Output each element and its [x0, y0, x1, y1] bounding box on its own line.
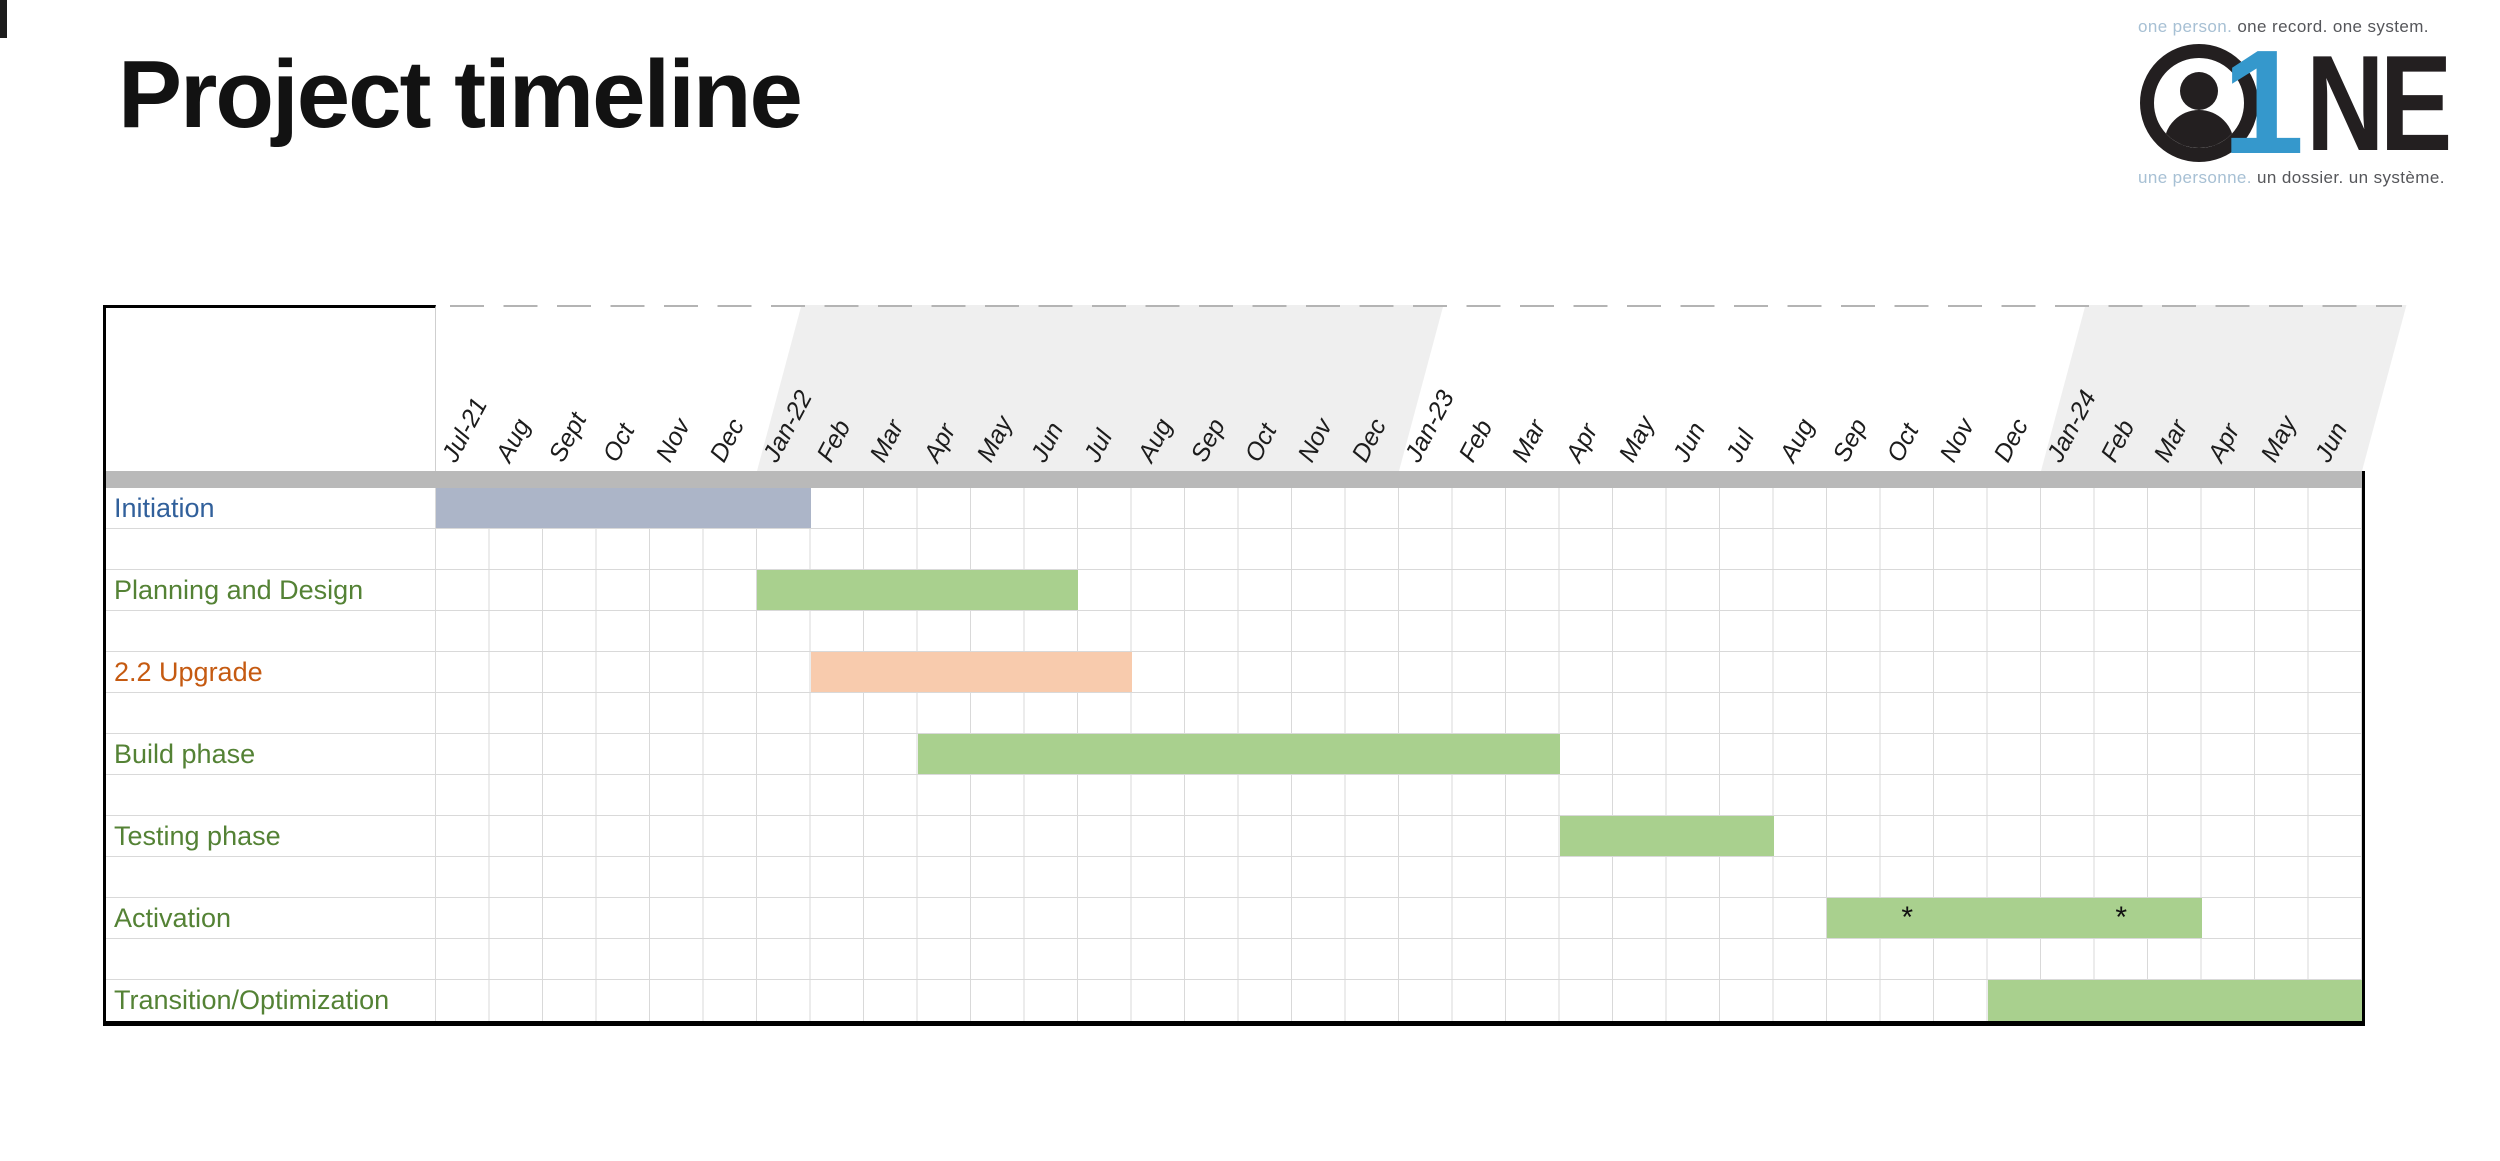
page-title: Project timeline	[118, 41, 803, 148]
timeline-cells	[436, 734, 2362, 774]
timeline-cells	[436, 857, 2362, 897]
task-label: Transition/Optimization	[106, 980, 436, 1021]
task-label: 2.2 Upgrade	[106, 652, 436, 692]
task-bar	[810, 652, 1132, 692]
timeline-cells	[436, 611, 2362, 651]
month-label: Oct	[1880, 419, 1924, 467]
month-label: Aug	[489, 414, 536, 467]
task-label: Activation	[106, 898, 436, 938]
timeline-cells	[436, 529, 2362, 569]
tagline-fr-light: une personne.	[2138, 168, 2252, 188]
gantt-body-wrap: Initiation Planning and Design 2.2 Upgrade…	[106, 471, 2365, 1026]
timeline-cells	[436, 652, 2362, 692]
gantt-chart: Jul-21 Aug Sept Oct Nov Dec Jan-22 Feb Mar Apr May…	[103, 305, 2407, 1026]
empty-label-cell	[106, 939, 436, 979]
tagline-fr-dark: un dossier. un système.	[2251, 168, 2445, 188]
task-label: Initiation	[106, 488, 436, 528]
task-bar	[436, 488, 811, 528]
empty-label-cell	[106, 775, 436, 815]
logo-letters-ne: NE	[2306, 27, 2452, 180]
month-label: Nov	[650, 414, 696, 467]
gantt-spacer-row	[106, 693, 2362, 734]
month-label: Aug	[1773, 414, 1820, 467]
task-label: Planning and Design	[106, 570, 436, 610]
logo-mark: 1 NE	[2140, 20, 2460, 186]
task-bar	[757, 570, 1078, 610]
timeline-cells	[436, 775, 2362, 815]
company-logo: one person. one record. one system. 1 NE…	[2138, 16, 2460, 189]
timeline-cells	[436, 488, 2362, 528]
month-label: Feb	[1452, 415, 1498, 467]
timeline-cells	[436, 816, 2362, 856]
tagline-en-dark: one record. one system.	[2232, 17, 2429, 36]
gantt-body: Initiation Planning and Design 2.2 Upgrade…	[106, 488, 2362, 1021]
gantt-task-row: Build phase	[106, 734, 2362, 775]
gantt-task-row: Initiation	[106, 488, 2362, 529]
timeline-cells	[436, 939, 2362, 979]
empty-label-cell	[106, 857, 436, 897]
logo-tagline-fr: une personne. un dossier. un système.	[2138, 167, 2460, 188]
gantt-spacer-row	[106, 529, 2362, 570]
milestone-asterisk: *	[1901, 901, 1914, 934]
timeline-cells	[436, 693, 2362, 733]
month-label: Dec	[1987, 414, 2034, 467]
header-separator-band	[106, 471, 2362, 488]
task-bar: * *	[1827, 898, 2202, 938]
header-top-dashes	[450, 305, 2402, 307]
gantt-spacer-row	[106, 857, 2362, 898]
month-label: Jul	[1720, 425, 1761, 467]
month-label: Jun	[1666, 417, 1711, 467]
gantt-month-axis: Jul-21 Aug Sept Oct Nov Dec Jan-22 Feb Mar Apr May…	[436, 305, 2407, 471]
logo-tagline-en: one person. one record. one system.	[2138, 16, 2460, 37]
empty-label-cell	[106, 611, 436, 651]
month-label: Sep	[1827, 414, 1874, 467]
timeline-cells: * *	[436, 898, 2362, 938]
gantt-header: Jul-21 Aug Sept Oct Nov Dec Jan-22 Feb Mar Apr May…	[106, 305, 2407, 471]
month-label: Oct	[596, 419, 640, 467]
gantt-spacer-row	[106, 611, 2362, 652]
timeline-cells	[436, 570, 2362, 610]
month-label: Sept	[543, 407, 593, 467]
gantt-task-row: Transition/Optimization	[106, 980, 2362, 1021]
logo-digit-one: 1	[2222, 20, 2305, 186]
month-label: Mar	[1506, 415, 1552, 467]
gantt-header-label-cell	[106, 305, 436, 471]
month-label: Nov	[1934, 414, 1980, 467]
month-label: May	[1613, 411, 1661, 467]
month-label: Jul-21	[436, 393, 494, 467]
task-label: Build phase	[106, 734, 436, 774]
month-label: Apr	[1559, 419, 1603, 467]
task-bar	[1559, 816, 1774, 856]
empty-label-cell	[106, 693, 436, 733]
gantt-task-row: Activation * *	[106, 898, 2362, 939]
gantt-task-row: Testing phase	[106, 816, 2362, 857]
empty-label-cell	[106, 529, 436, 569]
task-bar	[917, 734, 1560, 774]
month-label: Dec	[703, 414, 750, 467]
gantt-spacer-row	[106, 775, 2362, 816]
task-bar	[1987, 980, 2362, 1021]
tagline-en-light: one person.	[2138, 17, 2233, 36]
screen-edge-artifact	[0, 0, 7, 38]
timeline-cells	[436, 980, 2362, 1021]
gantt-task-row: 2.2 Upgrade	[106, 652, 2362, 693]
gantt-spacer-row	[106, 939, 2362, 980]
gantt-task-row: Planning and Design	[106, 570, 2362, 611]
milestone-asterisk: *	[2115, 901, 2128, 934]
task-label: Testing phase	[106, 816, 436, 856]
